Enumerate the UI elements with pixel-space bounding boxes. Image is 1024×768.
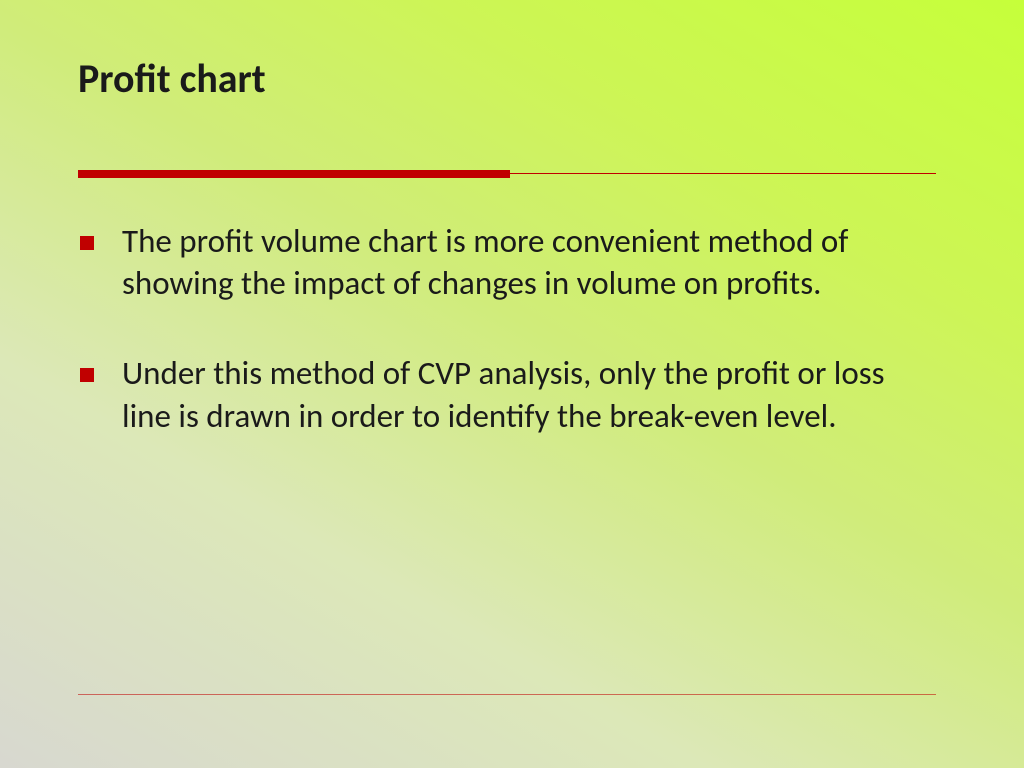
footer-divider — [78, 694, 936, 695]
list-item: Under this method of CVP analysis, only … — [78, 352, 938, 436]
slide-title: Profit chart — [78, 54, 266, 103]
slide: Profit chart The profit volume chart is … — [0, 0, 1024, 768]
bullet-text: The profit volume chart is more convenie… — [122, 220, 938, 304]
title-divider — [78, 170, 936, 178]
divider-thin-segment — [510, 173, 936, 174]
list-item: The profit volume chart is more convenie… — [78, 220, 938, 304]
divider-thick-segment — [78, 170, 510, 178]
bullet-square-icon — [80, 236, 94, 250]
bullet-square-icon — [80, 368, 94, 382]
content-area: The profit volume chart is more convenie… — [78, 220, 938, 485]
bullet-text: Under this method of CVP analysis, only … — [122, 352, 938, 436]
